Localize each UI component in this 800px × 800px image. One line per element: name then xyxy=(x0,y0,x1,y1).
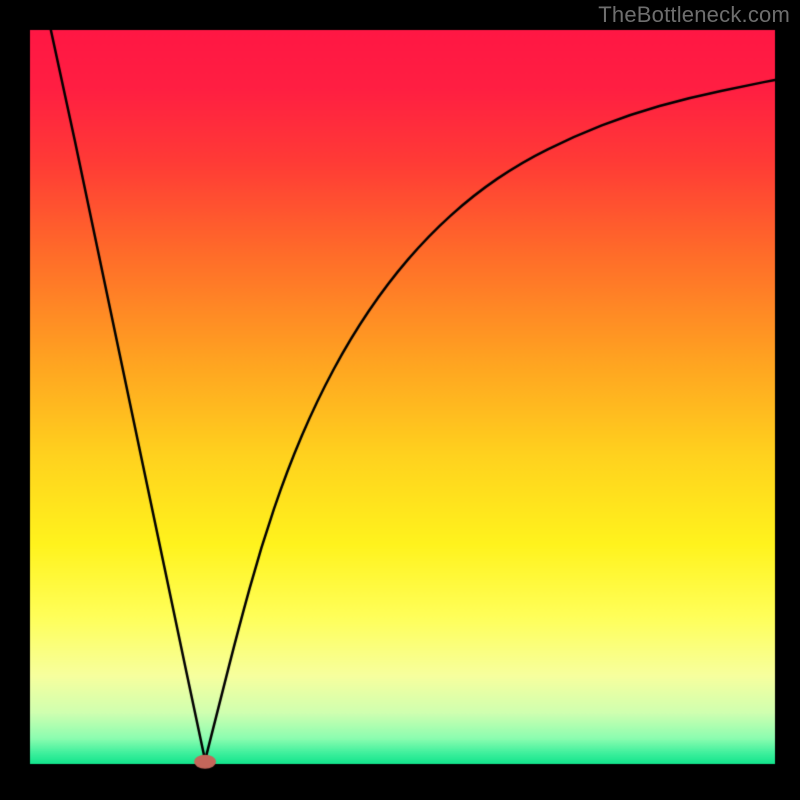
chart-container: TheBottleneck.com xyxy=(0,0,800,800)
bottleneck-chart-canvas xyxy=(0,0,800,800)
watermark-label: TheBottleneck.com xyxy=(598,2,790,28)
